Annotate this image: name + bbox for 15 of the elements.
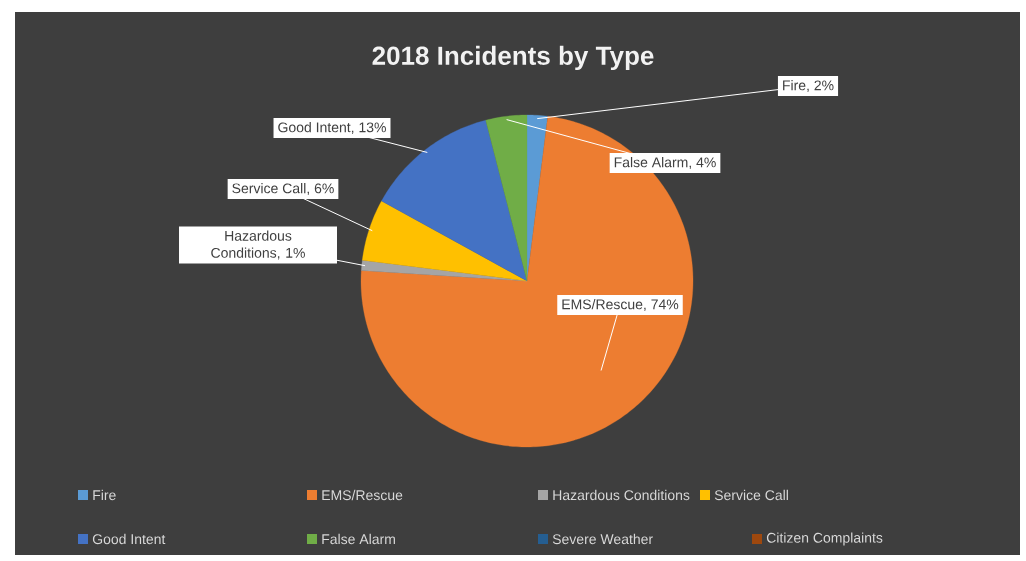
legend-label: False Alarm (322, 533, 395, 545)
data-label: EMS/Rescue, 74% (562, 299, 679, 311)
legend-label: Severe Weather (552, 533, 653, 545)
data-label: False Alarm, 4% (614, 157, 716, 169)
data-label: Hazardous Conditions, 1% (211, 230, 305, 260)
legend-label: Citizen Complaints (766, 532, 883, 546)
legend-label: Hazardous Conditions (553, 489, 690, 501)
chart-title: 2018 Incidents by Type (372, 45, 654, 71)
legend-label: Fire (93, 489, 116, 501)
legend-label: Good Intent (92, 533, 166, 545)
legend-label: Service Call (714, 489, 788, 501)
legend-label: EMS/Rescue (322, 489, 403, 501)
data-label: Service Call, 6% (232, 183, 334, 195)
data-label: Good Intent, 13% (278, 122, 386, 134)
data-label: Fire, 2% (783, 80, 834, 92)
